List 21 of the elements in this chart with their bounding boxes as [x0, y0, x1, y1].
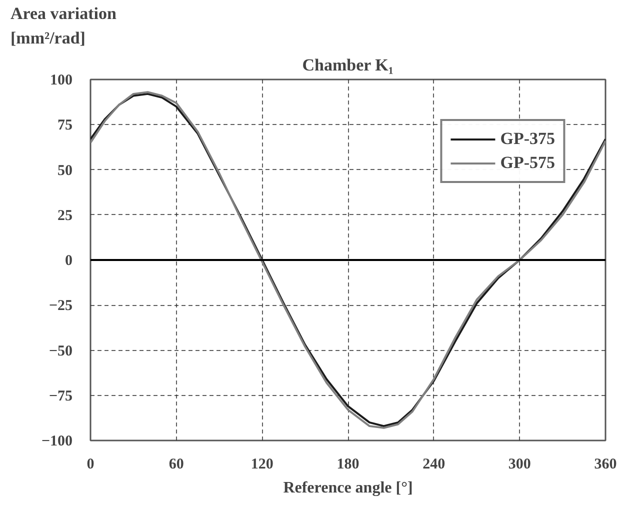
- chart-title: Chamber K₁: [302, 56, 394, 74]
- legend-label: GP-375: [500, 129, 555, 149]
- x-tick-label: 0: [86, 456, 94, 472]
- y-tick-label: 50: [58, 162, 72, 179]
- x-tick-label: 240: [422, 456, 446, 472]
- legend-label: GP-575: [500, 153, 555, 173]
- x-tick-label: 300: [508, 456, 531, 472]
- y-tick-label: 100: [50, 72, 72, 88]
- y-tick-label: 0: [65, 253, 72, 269]
- y-tick-label: −50: [48, 343, 73, 360]
- y-tick-label: 75: [58, 118, 72, 134]
- y-tick-label: 25: [58, 208, 72, 224]
- x-tick-label: 60: [168, 456, 184, 472]
- x-tick-label: 360: [594, 456, 617, 472]
- y-tick-label: −75: [48, 388, 73, 404]
- y-tick-label: −100: [41, 434, 73, 450]
- y-tick-label: −25: [48, 298, 73, 314]
- x-tick-label: 180: [336, 456, 360, 472]
- x-tick-label: 120: [250, 456, 274, 472]
- x-axis-title: Reference angle [°]: [283, 480, 413, 496]
- y-axis-title: Area variation [mm²/rad]: [10, 4, 117, 48]
